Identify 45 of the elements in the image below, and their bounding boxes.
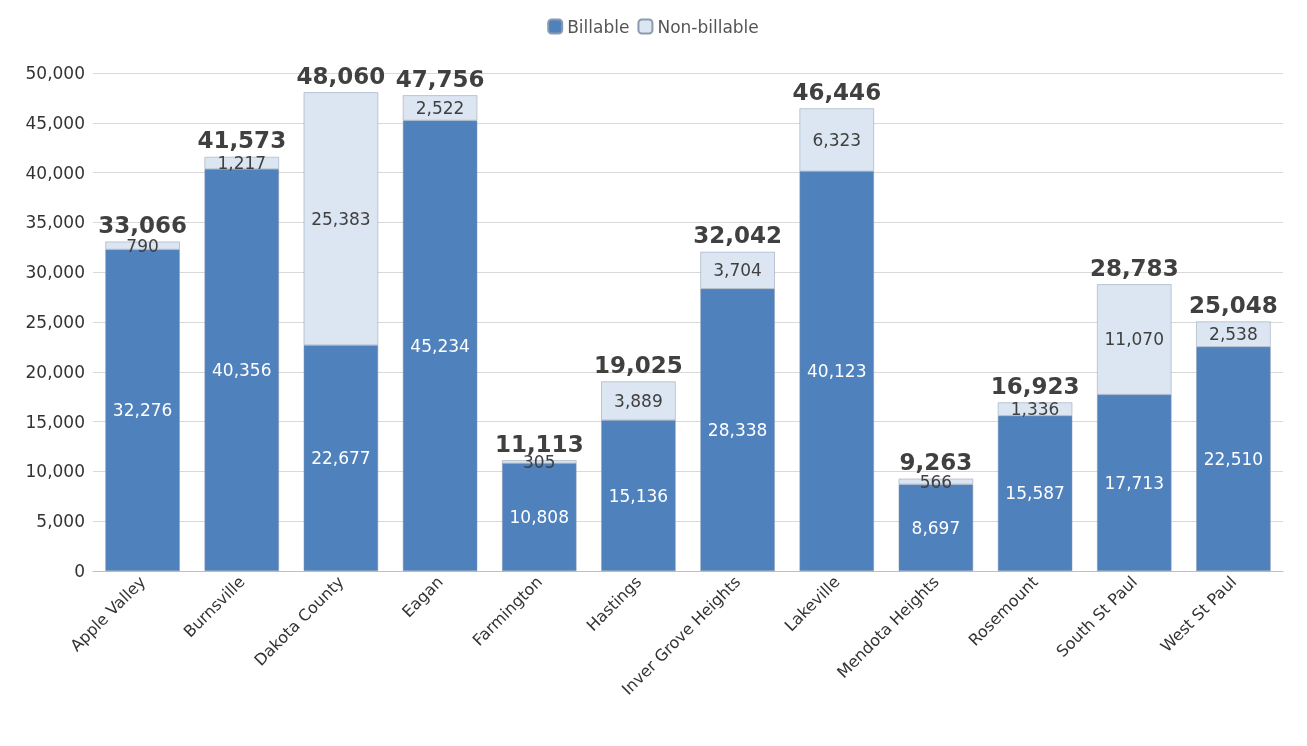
data-label: 3,704 [713, 260, 762, 281]
data-label: 15,136 [608, 485, 669, 506]
y-tick-label: 35,000 [25, 212, 85, 233]
total-label: 33,066 [98, 212, 187, 239]
data-label: 28,338 [707, 419, 768, 440]
data-label: 2,522 [415, 97, 465, 118]
total-label: 19,025 [594, 352, 683, 379]
data-label: 3,889 [614, 390, 663, 411]
total-label: 16,923 [990, 372, 1080, 399]
y-tick-label: 40,000 [25, 162, 85, 183]
y-tick-label: 20,000 [25, 361, 85, 382]
y-tick-label: 0 [74, 561, 85, 581]
data-label: 11,070 [1104, 329, 1164, 350]
total-label: 9,263 [899, 449, 973, 476]
y-tick-label: 25,000 [25, 312, 85, 332]
data-label: 8,697 [911, 517, 961, 538]
data-label: 45,234 [410, 335, 470, 356]
data-label: 2,538 [1209, 324, 1258, 345]
data-label: 22,510 [1203, 448, 1264, 469]
data-label: 6,323 [812, 129, 862, 150]
data-label: 15,587 [1005, 483, 1065, 504]
data-label: 1,217 [217, 152, 267, 173]
total-label: 32,042 [693, 222, 782, 249]
y-tick-label: 30,000 [25, 262, 85, 283]
y-tick-label: 10,000 [25, 461, 85, 482]
data-label: 1,336 [1010, 399, 1060, 420]
y-tick-label: 5,000 [36, 511, 85, 532]
data-label: 22,677 [311, 448, 371, 469]
data-label: 17,713 [1104, 472, 1164, 493]
data-label: 32,276 [112, 400, 173, 421]
total-label: 25,048 [1189, 292, 1278, 319]
total-label: 47,756 [395, 65, 485, 92]
data-label: 40,123 [807, 361, 867, 382]
legend-label: Non-billable [657, 16, 759, 37]
total-label: 28,783 [1089, 254, 1179, 281]
y-tick-label: 45,000 [25, 112, 85, 133]
y-tick-label: 15,000 [25, 411, 85, 432]
data-label: 25,383 [311, 208, 371, 229]
total-label: 46,446 [792, 78, 882, 105]
data-label: 40,356 [212, 360, 272, 381]
total-label: 48,060 [296, 62, 386, 89]
legend-label: Billable [567, 16, 630, 37]
y-tick-label: 50,000 [25, 63, 85, 83]
total-label: 41,573 [197, 127, 287, 154]
data-label: 10,808 [509, 507, 569, 528]
